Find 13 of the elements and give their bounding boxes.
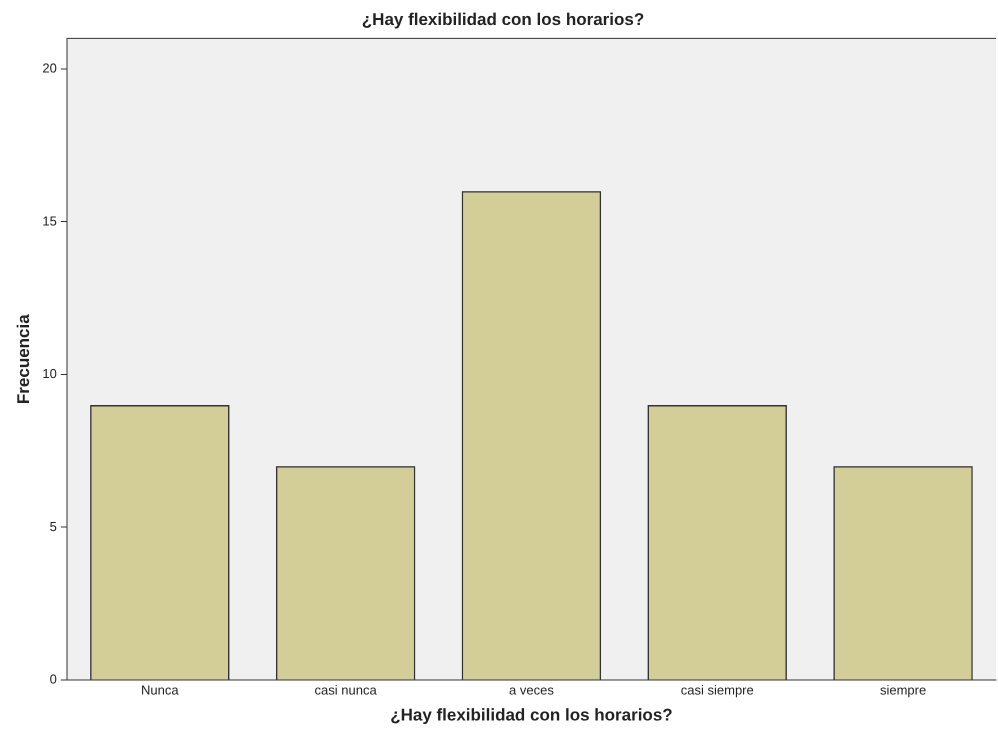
y-tick-label: 0 xyxy=(50,672,57,687)
y-tick-label: 20 xyxy=(42,60,57,76)
x-tick-label: siempre xyxy=(880,682,926,698)
x-tick-label: casi siempre xyxy=(680,682,754,698)
y-tick-label: 15 xyxy=(42,213,57,228)
x-tick-label: Nunca xyxy=(140,682,180,698)
y-axis-title: Frecuencia xyxy=(14,314,33,404)
x-tick-label: a veces xyxy=(509,682,554,698)
chart-title: ¿Hay flexibilidad con los horarios? xyxy=(362,10,644,29)
x-axis-title: ¿Hay flexibilidad con los horarios? xyxy=(390,705,673,724)
x-tick-label: casi nunca xyxy=(314,682,378,698)
y-tick-label: 5 xyxy=(50,518,57,534)
y-tick-label: 10 xyxy=(42,366,57,382)
